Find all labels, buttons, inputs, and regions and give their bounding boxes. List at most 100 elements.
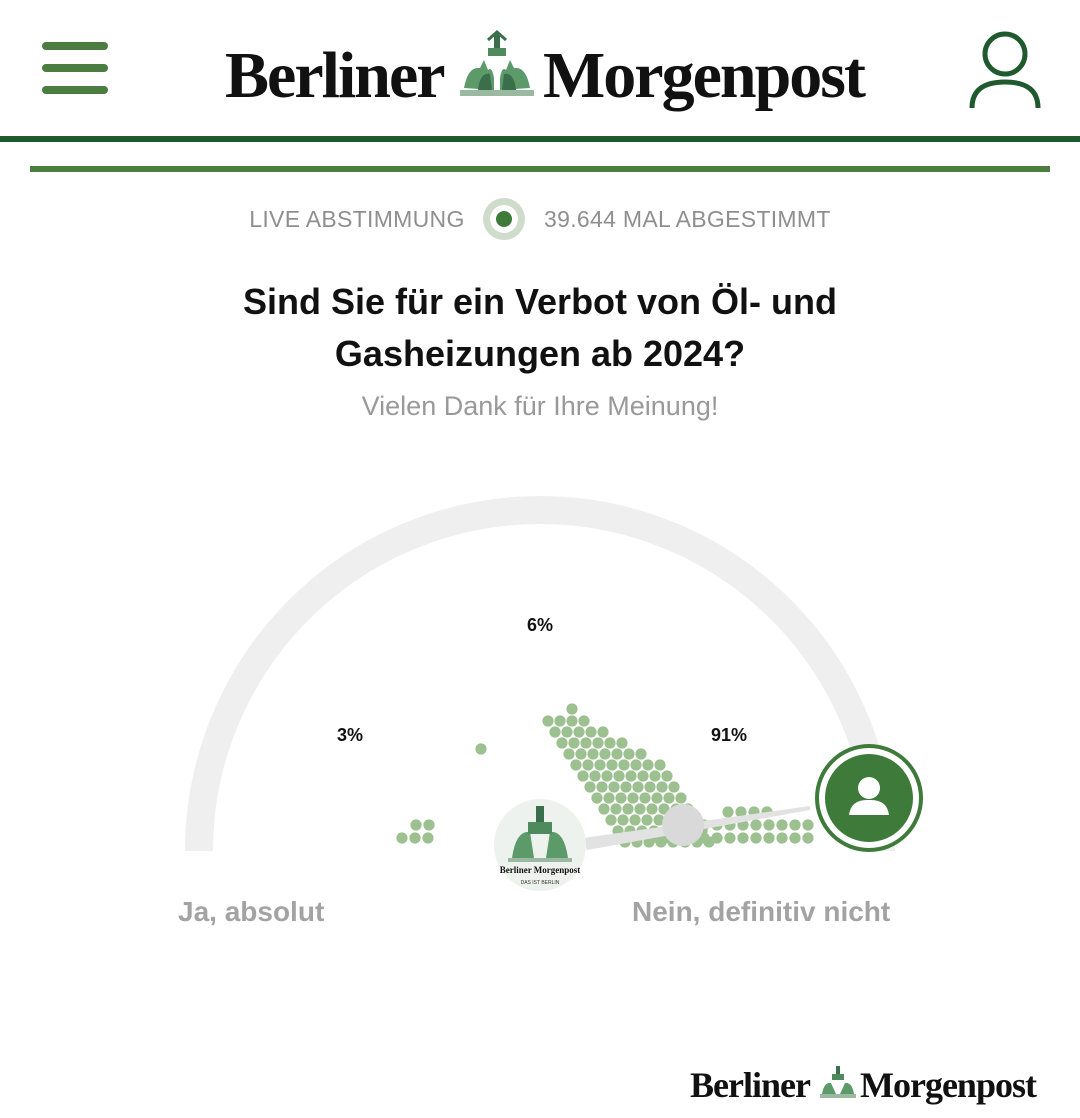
- vote-dot: [711, 832, 723, 844]
- scale-label-left: Ja, absolut: [178, 896, 325, 927]
- vote-dot: [637, 770, 649, 782]
- vote-dot: [594, 759, 606, 771]
- vote-dot: [582, 759, 594, 771]
- vote-dot: [649, 770, 661, 782]
- vote-dot: [587, 748, 599, 760]
- needle-logo-tagline: DAS IST BERLIN: [521, 880, 560, 886]
- user-silhouette-icon: [858, 777, 880, 799]
- vote-dot: [566, 715, 578, 727]
- vote-dot: [585, 726, 597, 738]
- live-label: LIVE ABSTIMMUNG: [249, 205, 465, 232]
- live-status-bar: LIVE ABSTIMMUNG 39.644 MAL ABGESTIMMT: [0, 198, 1080, 240]
- vote-dot: [615, 792, 627, 804]
- vote-dot: [475, 743, 487, 755]
- vote-dot: [601, 770, 613, 782]
- vote-dot: [566, 703, 578, 715]
- scale-label-right: Nein, definitiv nicht: [632, 896, 891, 927]
- vote-dot: [611, 748, 623, 760]
- vote-dot: [663, 792, 675, 804]
- result-percent-middle: 6%: [527, 615, 553, 635]
- vote-dot: [789, 832, 801, 844]
- vote-dot: [561, 726, 573, 738]
- vote-dot: [554, 715, 566, 727]
- live-indicator-icon: [483, 198, 526, 240]
- quadriga-icon: [460, 30, 534, 96]
- menu-bar: [42, 42, 108, 50]
- footer-logo: Berliner Morgenpost: [690, 1062, 1050, 1110]
- vote-dot: [618, 759, 630, 771]
- vote-dot: [549, 726, 561, 738]
- logo-word-berliner: Berliner: [225, 39, 446, 112]
- vote-dot: [635, 748, 647, 760]
- vote-dot: [423, 819, 435, 831]
- poll-question: Sind Sie für ein Verbot von Öl- und Gash…: [242, 281, 838, 374]
- vote-dot: [422, 832, 434, 844]
- vote-dot: [622, 803, 634, 815]
- vote-dot: [568, 737, 580, 749]
- vote-dot: [578, 715, 590, 727]
- result-percent-right: 91%: [711, 725, 747, 745]
- vote-dot: [763, 832, 775, 844]
- vote-dot: [596, 781, 608, 793]
- vote-dot: [629, 814, 641, 826]
- needle-logo-text: Berliner Morgenpost: [500, 865, 581, 875]
- poll-thanks-message: Vielen Dank für Ihre Meinung!: [361, 391, 719, 421]
- vote-dot: [542, 715, 554, 727]
- vote-dot: [634, 803, 646, 815]
- vote-dot: [724, 832, 736, 844]
- header-divider: [0, 136, 1080, 142]
- vote-dot: [396, 832, 408, 844]
- user-vote-marker: [815, 744, 923, 852]
- vote-dot: [604, 737, 616, 749]
- vote-dot: [735, 806, 747, 818]
- vote-dot: [802, 819, 814, 831]
- site-logo[interactable]: Berliner Morgenpost: [225, 30, 885, 118]
- vote-dot: [410, 819, 422, 831]
- footer-logo-word-berliner: Berliner: [690, 1065, 811, 1105]
- vote-dot: [584, 781, 596, 793]
- vote-dot: [651, 792, 663, 804]
- gauge-track: [185, 496, 895, 852]
- vote-dot: [610, 803, 622, 815]
- vote-dot: [750, 832, 762, 844]
- menu-bar: [42, 86, 108, 94]
- user-account-icon[interactable]: [968, 30, 1042, 112]
- vote-dot: [603, 792, 615, 804]
- vote-dot: [599, 748, 611, 760]
- quadriga-icon: [820, 1066, 856, 1098]
- vote-dot: [763, 819, 775, 831]
- vote-dot: [675, 792, 687, 804]
- vote-dot: [627, 792, 639, 804]
- vote-dot: [589, 770, 601, 782]
- vote-dot: [644, 781, 656, 793]
- result-percent-left: 3%: [337, 725, 363, 745]
- vote-dot: [620, 781, 632, 793]
- vote-dot: [605, 814, 617, 826]
- vote-dot: [606, 759, 618, 771]
- needle-hub: [662, 804, 704, 846]
- vote-dot: [597, 726, 609, 738]
- vote-dot: [776, 832, 788, 844]
- hamburger-menu-icon[interactable]: [42, 42, 110, 96]
- vote-dot: [653, 814, 665, 826]
- needle-logo-badge: Berliner Morgenpost DAS IST BERLIN: [494, 799, 586, 891]
- site-header: Berliner Morgenpost: [0, 0, 1080, 140]
- vote-dot: [575, 748, 587, 760]
- vote-dot: [642, 759, 654, 771]
- vote-dot: [563, 748, 575, 760]
- vote-dot: [639, 792, 651, 804]
- vote-dot: [661, 770, 673, 782]
- vote-dot: [623, 748, 635, 760]
- vote-dot: [580, 737, 592, 749]
- vote-dot: [591, 792, 603, 804]
- vote-dot: [789, 819, 801, 831]
- vote-dot: [598, 803, 610, 815]
- vote-dot: [577, 770, 589, 782]
- vote-dot: [668, 781, 680, 793]
- vote-dot: [776, 819, 788, 831]
- vote-count: 39.644 MAL ABGESTIMMT: [544, 205, 831, 232]
- vote-dot: [625, 770, 637, 782]
- logo-word-morgenpost: Morgenpost: [543, 39, 866, 112]
- vote-dot: [616, 737, 628, 749]
